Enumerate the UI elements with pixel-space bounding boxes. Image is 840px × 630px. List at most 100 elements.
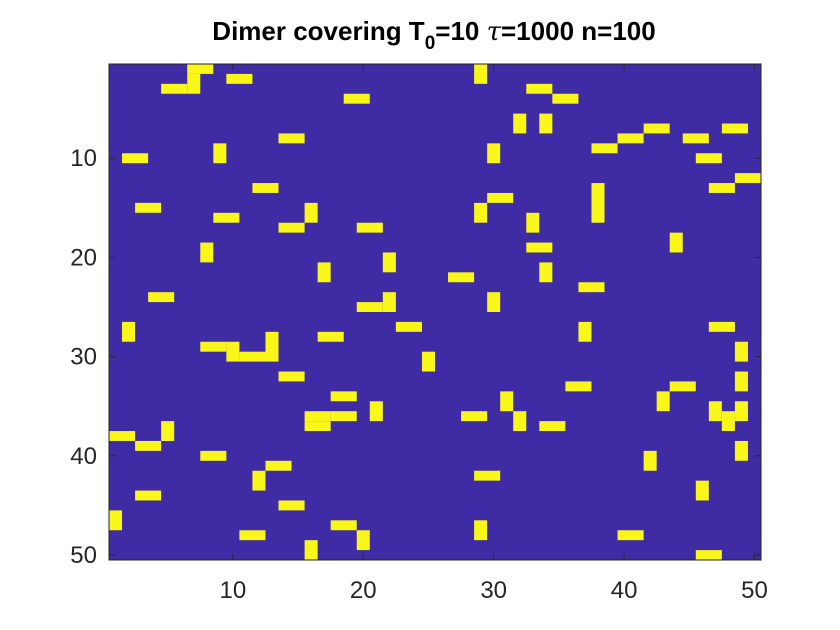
dimer-cells [109, 64, 761, 560]
chart-title: Dimer covering T0=10 τ=1000 n=100 [212, 16, 655, 54]
plot-area [109, 64, 761, 560]
dimer-cell [487, 192, 514, 203]
dimer-cell [565, 381, 592, 392]
dimer-cell [330, 520, 357, 531]
dimer-cell [382, 292, 396, 312]
dimer-cell [330, 391, 357, 402]
dimer-cell [317, 262, 331, 283]
dimer-cell [317, 331, 344, 342]
dimer-cell [526, 83, 553, 94]
dimer-cell [669, 232, 683, 253]
y-tick-label: 20 [70, 244, 97, 271]
dimer-cell [617, 530, 644, 541]
dimer-cell [252, 183, 279, 193]
dimer-cell [278, 500, 305, 511]
dimer-cell [539, 262, 553, 283]
dimer-cell [578, 282, 605, 293]
dimer-cell [226, 341, 240, 362]
x-tick-label: 40 [611, 577, 638, 604]
x-tick-label: 20 [350, 577, 377, 604]
title-suffix: =1000 n=100 [501, 16, 656, 46]
dimer-cell [591, 143, 618, 154]
dimer-cell [474, 64, 488, 84]
dimer-cell [617, 133, 644, 144]
dimer-cell [200, 450, 227, 461]
dimer-cell [591, 183, 605, 223]
dimer-cell [708, 321, 735, 332]
dimer-cell [539, 421, 566, 432]
dimer-cell [682, 133, 709, 144]
dimer-cell [708, 401, 722, 422]
dimer-cell [265, 331, 279, 362]
dimer-cell [695, 480, 709, 501]
dimer-cell [161, 83, 188, 94]
dimer-cell [487, 292, 501, 312]
x-tick-label: 10 [220, 577, 247, 604]
dimer-cell [239, 530, 266, 541]
dimer-cell [721, 123, 748, 134]
dimer-cell [721, 411, 735, 432]
dimer-cell [539, 113, 553, 134]
dimer-cell [708, 183, 735, 193]
dimer-cell [252, 470, 266, 491]
dimer-cell [187, 64, 214, 74]
dimer-cell [304, 540, 318, 560]
dimer-cell [278, 133, 305, 144]
dimer-cell [382, 252, 396, 273]
dimer-cell [200, 242, 214, 263]
y-axis: 10 20 30 40 50 [70, 145, 761, 569]
dimer-cell [643, 123, 670, 134]
dimer-cell [304, 411, 331, 422]
dimer-cell [304, 202, 318, 223]
title-subscript: 0 [425, 33, 436, 54]
y-tick-label: 40 [70, 443, 97, 470]
dimer-cell [734, 341, 748, 362]
dimer-cell [395, 321, 422, 332]
dimer-cell [369, 401, 383, 422]
dimer-cell [526, 212, 540, 233]
dimer-cell [304, 421, 331, 432]
y-tick-label: 50 [70, 542, 97, 569]
dimer-cell [356, 302, 383, 312]
dimer-cell [643, 450, 657, 471]
dimer-cell [500, 391, 514, 412]
dimer-cell [669, 381, 696, 392]
dimer-cell [513, 411, 527, 432]
title-tau: τ [487, 17, 502, 47]
dimer-cell [278, 371, 305, 382]
dimer-cell [122, 153, 149, 164]
dimer-cell [474, 520, 488, 541]
dimer-cell [734, 371, 748, 392]
dimer-cell [109, 431, 136, 441]
dimer-cell [135, 490, 162, 501]
dimer-cell [578, 321, 592, 342]
x-tick-label: 30 [480, 577, 507, 604]
dimer-cell [448, 272, 475, 283]
dimer-cell [695, 153, 722, 164]
dimer-cell [734, 173, 761, 184]
x-tick-label: 50 [741, 577, 768, 604]
dimer-cell [135, 202, 162, 213]
dimer-cell [239, 351, 266, 362]
dimer-cell [122, 321, 136, 342]
dimer-cell [200, 341, 227, 352]
dimer-cell [656, 391, 670, 412]
dimer-cell [343, 93, 370, 104]
y-tick-label: 10 [70, 145, 97, 172]
dimer-cell [187, 73, 201, 94]
dimer-cell [474, 202, 488, 223]
dimer-cell [109, 510, 123, 531]
dimer-cell [161, 421, 175, 441]
dimer-cell [487, 143, 501, 164]
y-tick-label: 30 [70, 344, 97, 371]
dimer-cell [356, 222, 383, 233]
dimer-cell [356, 530, 370, 551]
dimer-cell [421, 351, 435, 372]
dimer-cell [135, 440, 162, 451]
dimer-cell [461, 411, 488, 422]
dimer-cell [213, 143, 227, 164]
dimer-cell [526, 242, 553, 253]
dimer-cell [474, 470, 501, 481]
dimer-cell [552, 93, 579, 104]
